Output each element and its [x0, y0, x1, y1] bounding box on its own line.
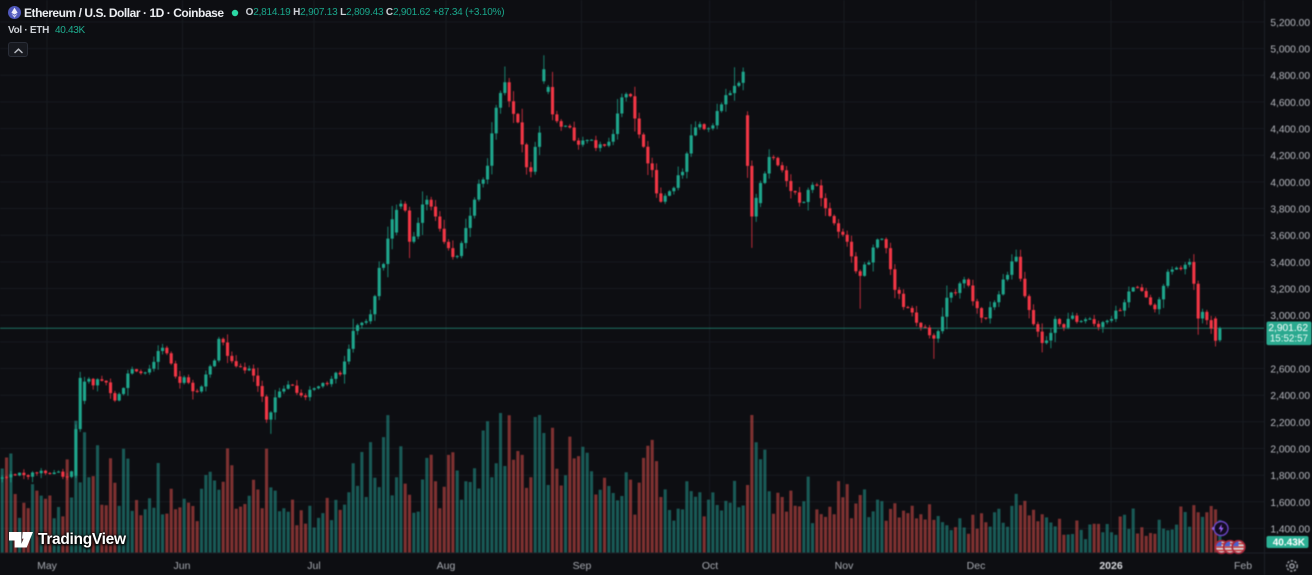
svg-text:Sep: Sep — [573, 560, 592, 572]
svg-text:1,600.00: 1,600.00 — [1270, 498, 1310, 509]
svg-text:Feb: Feb — [1234, 560, 1252, 572]
svg-text:5,000.00: 5,000.00 — [1270, 45, 1310, 56]
svg-text:May: May — [37, 560, 58, 572]
svg-text:Dec: Dec — [967, 560, 986, 572]
svg-text:4,400.00: 4,400.00 — [1270, 125, 1310, 136]
svg-text:2,400.00: 2,400.00 — [1270, 391, 1310, 402]
svg-text:2,200.00: 2,200.00 — [1270, 418, 1310, 429]
svg-text:5,200.00: 5,200.00 — [1270, 18, 1310, 29]
svg-text:3,600.00: 3,600.00 — [1270, 231, 1310, 242]
svg-text:Jul: Jul — [307, 560, 320, 572]
svg-text:40.43K: 40.43K — [1273, 538, 1306, 549]
svg-text:3,800.00: 3,800.00 — [1270, 205, 1310, 216]
svg-text:Nov: Nov — [835, 560, 854, 572]
svg-text:Aug: Aug — [437, 560, 456, 572]
svg-text:4,600.00: 4,600.00 — [1270, 98, 1310, 109]
svg-text:3,200.00: 3,200.00 — [1270, 285, 1310, 296]
svg-text:15:52:57: 15:52:57 — [1270, 334, 1308, 345]
svg-text:4,200.00: 4,200.00 — [1270, 151, 1310, 162]
svg-text:2,000.00: 2,000.00 — [1270, 445, 1310, 456]
svg-text:2,600.00: 2,600.00 — [1270, 365, 1310, 376]
svg-text:4,800.00: 4,800.00 — [1270, 71, 1310, 82]
svg-text:2,901.62: 2,901.62 — [1268, 323, 1308, 334]
svg-text:4,000.00: 4,000.00 — [1270, 178, 1310, 189]
svg-text:Oct: Oct — [702, 560, 718, 572]
svg-text:3,000.00: 3,000.00 — [1270, 311, 1310, 322]
svg-text:Jun: Jun — [174, 560, 191, 572]
svg-text:1,800.00: 1,800.00 — [1270, 471, 1310, 482]
svg-text:2026: 2026 — [1099, 560, 1123, 572]
svg-text:1,400.00: 1,400.00 — [1270, 525, 1310, 536]
svg-text:3,400.00: 3,400.00 — [1270, 258, 1310, 269]
